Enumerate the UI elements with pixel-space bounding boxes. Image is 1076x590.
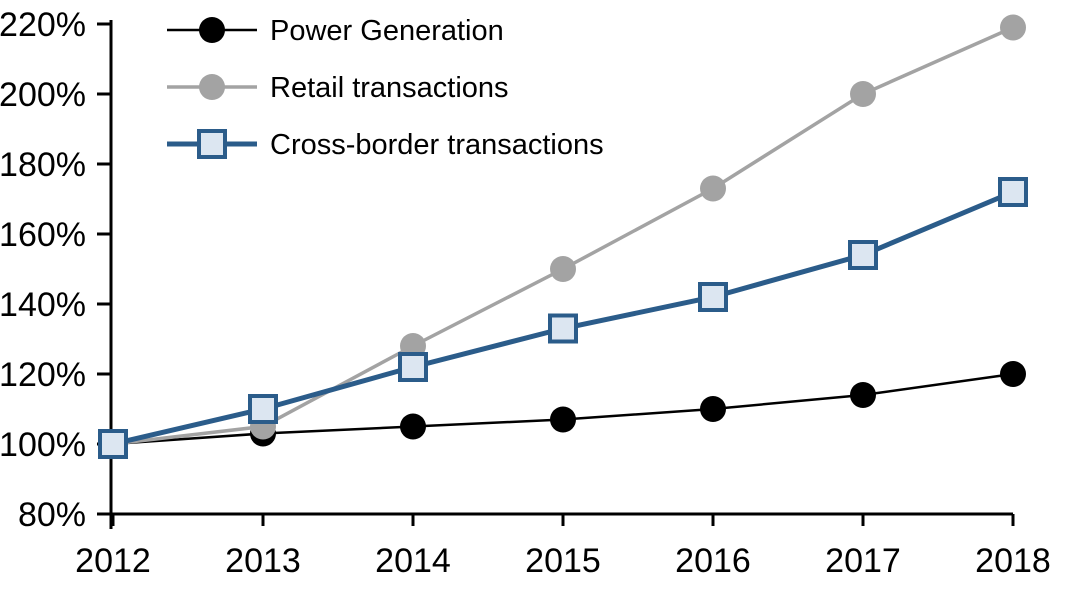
data-point-power-generation	[850, 382, 876, 408]
x-axis-tick-label: 2016	[675, 542, 751, 580]
data-point-cross-border-transactions	[848, 240, 878, 270]
data-point-cross-border-transactions	[698, 282, 728, 312]
legend-label: Power Generation	[270, 15, 504, 47]
data-point-power-generation	[1000, 361, 1026, 387]
data-point-cross-border-transactions	[548, 313, 578, 344]
x-axis-tick-label: 2018	[975, 542, 1051, 580]
data-point-cross-border-transactions	[398, 352, 428, 382]
data-point-cross-border-transactions	[248, 394, 278, 424]
data-point-cross-border-transactions	[998, 177, 1028, 207]
data-point-retail-transactions	[1000, 14, 1026, 41]
data-point-retail-transactions	[550, 256, 576, 282]
x-axis-tick-label: 2013	[225, 542, 301, 580]
y-axis-tick-label: 120%	[0, 356, 86, 394]
data-point-power-generation	[700, 396, 726, 422]
data-point-retail-transactions	[850, 81, 876, 107]
y-axis-tick-label: 100%	[0, 426, 86, 464]
y-axis-tick-label: 220%	[0, 6, 86, 44]
legend-marker-circle-icon	[199, 17, 225, 43]
legend-marker-circle-icon	[199, 74, 225, 100]
data-point-power-generation	[400, 413, 426, 440]
x-axis-tick-label: 2015	[525, 542, 601, 580]
legend-label: Cross-border transactions	[270, 129, 604, 161]
y-axis-tick-label: 140%	[0, 286, 86, 324]
y-axis-tick-label: 200%	[0, 76, 86, 114]
x-axis-tick-label: 2017	[825, 542, 901, 580]
data-point-power-generation	[550, 406, 576, 433]
series-line-retail-transactions	[112, 25, 1014, 446]
data-point-cross-border-transactions	[98, 429, 128, 459]
x-axis-tick-label: 2014	[375, 542, 451, 580]
data-point-retail-transactions	[700, 175, 726, 202]
y-axis-tick-label: 160%	[0, 216, 86, 254]
legend-label: Retail transactions	[270, 72, 509, 104]
y-axis-tick-label: 180%	[0, 146, 86, 184]
y-axis-tick-label: 80%	[18, 496, 86, 534]
x-axis-tick-label: 2012	[75, 542, 151, 580]
legend-marker-square-icon	[197, 129, 227, 159]
